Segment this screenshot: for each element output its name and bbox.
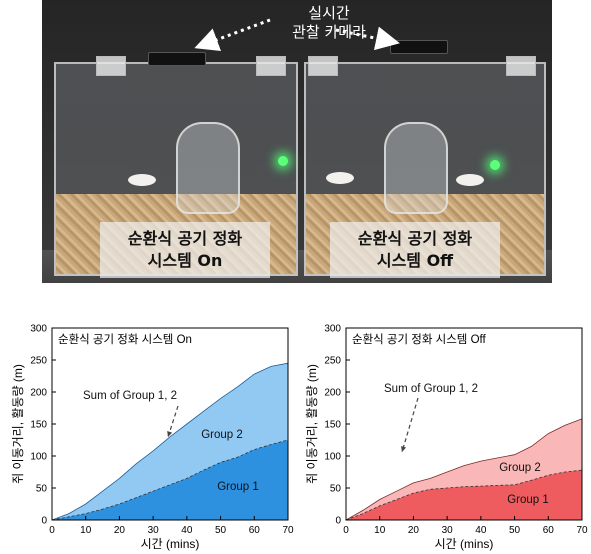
label-off-line1: 순환식 공기 정화 bbox=[357, 229, 473, 248]
x-tick-label: 50 bbox=[215, 525, 227, 536]
annotation-label: Group 1 bbox=[507, 494, 549, 506]
area-group-1 bbox=[346, 470, 582, 520]
cage-photo: 실시간 관찰 카메라 순환식 공기 정화 시스템 On 순환식 공기 정화 시스… bbox=[42, 0, 552, 283]
feeder-icon bbox=[176, 122, 240, 214]
y-tick-label: 100 bbox=[324, 452, 341, 463]
label-on-line2: 시스템 On bbox=[147, 251, 223, 270]
line-sum-group-1-2 bbox=[51, 362, 289, 521]
y-tick-label: 200 bbox=[324, 388, 341, 399]
x-tick-label: 30 bbox=[442, 525, 454, 536]
mouse-icon bbox=[326, 172, 354, 184]
arrow-to-left-camera bbox=[194, 18, 271, 51]
y-tick-label: 150 bbox=[30, 420, 47, 431]
annotation-arrowhead bbox=[401, 446, 407, 452]
annotation-arrow bbox=[167, 405, 179, 438]
led-icon bbox=[278, 156, 288, 166]
label-system-on: 순환식 공기 정화 시스템 On bbox=[100, 222, 270, 278]
y-tick-label: 250 bbox=[324, 356, 341, 367]
arrow-to-right-camera bbox=[335, 26, 400, 51]
camera-label-line1: 실시간 bbox=[308, 4, 350, 22]
y-axis-label: 쥐 이동거리, 활동량 (m) bbox=[11, 364, 25, 484]
x-tick-label: 10 bbox=[374, 525, 386, 536]
annotation-arrow bbox=[401, 397, 419, 453]
x-tick-label: 60 bbox=[249, 525, 261, 536]
y-tick-label: 250 bbox=[30, 356, 47, 367]
annotation-label: Group 2 bbox=[201, 429, 243, 441]
x-tick-label: 20 bbox=[408, 525, 420, 536]
cage-system-on bbox=[54, 56, 298, 276]
camera-phone-icon bbox=[148, 52, 206, 66]
y-tick-label: 150 bbox=[324, 420, 341, 431]
x-tick-label: 0 bbox=[49, 525, 55, 536]
chart-system-off: 0 50 100 150 200 250 300 0 10 20 30 40 50 60 70 순환식 공기 … bbox=[305, 324, 588, 552]
mouse-icon bbox=[128, 174, 156, 186]
x-tick-label: 20 bbox=[114, 525, 126, 536]
x-tick-label: 40 bbox=[181, 525, 193, 536]
annotation-label: Sum of Group 1, 2 bbox=[384, 383, 478, 395]
x-tick-label: 0 bbox=[343, 525, 349, 536]
line-group-1 bbox=[51, 439, 289, 521]
chart-title: 순환식 공기 정화 시스템 On bbox=[58, 333, 192, 346]
chart-title: 순환식 공기 정화 시스템 Off bbox=[352, 333, 487, 346]
line-sum-group-1-2 bbox=[345, 418, 583, 521]
lid-box-icon bbox=[506, 56, 536, 76]
label-system-off: 순환식 공기 정화 시스템 Off bbox=[330, 222, 500, 278]
x-tick-label: 10 bbox=[80, 525, 92, 536]
lid-box-icon bbox=[308, 56, 338, 76]
lid-box-icon bbox=[96, 56, 126, 76]
camera-arrows bbox=[194, 18, 400, 51]
x-tick-label: 30 bbox=[148, 525, 160, 536]
chart-system-on: 0 50 100 150 200 250 300 0 10 20 30 40 50 60 70 순환식 공기 … bbox=[11, 324, 294, 552]
y-tick-label: 50 bbox=[330, 484, 342, 495]
y-tick-label: 0 bbox=[335, 516, 341, 527]
x-tick-label: 50 bbox=[509, 525, 521, 536]
x-tick-label: 60 bbox=[543, 525, 555, 536]
x-tick-label: 70 bbox=[576, 525, 588, 536]
y-tick-label: 0 bbox=[41, 516, 47, 527]
feeder-icon bbox=[384, 122, 448, 214]
lid-box-icon bbox=[256, 56, 286, 76]
y-tick-label: 200 bbox=[30, 388, 47, 399]
x-tick-label: 70 bbox=[282, 525, 294, 536]
annotation-label: Sum of Group 1, 2 bbox=[83, 390, 177, 402]
y-tick-label: 300 bbox=[324, 324, 341, 335]
y-tick-label: 300 bbox=[30, 324, 47, 335]
mouse-icon bbox=[456, 174, 484, 186]
y-tick-label: 50 bbox=[36, 484, 48, 495]
x-axis-label: 시간 (mins) bbox=[141, 537, 200, 551]
annotation-label: Group 1 bbox=[217, 481, 259, 493]
camera-label-line2: 관찰 카메라 bbox=[292, 23, 366, 41]
line-group-1 bbox=[345, 469, 583, 521]
y-axis-label: 쥐 이동거리, 활동량 (m) bbox=[305, 364, 319, 484]
camera-label: 실시간 관찰 카메라 bbox=[274, 4, 384, 42]
x-tick-label: 40 bbox=[475, 525, 487, 536]
x-axis-label: 시간 (mins) bbox=[435, 537, 494, 551]
label-off-line2: 시스템 Off bbox=[376, 251, 454, 270]
annotation-arrowhead bbox=[167, 431, 173, 437]
annotation-label: Group 2 bbox=[499, 462, 541, 474]
y-tick-label: 100 bbox=[30, 452, 47, 463]
led-icon bbox=[490, 160, 500, 170]
label-on-line1: 순환식 공기 정화 bbox=[127, 229, 243, 248]
